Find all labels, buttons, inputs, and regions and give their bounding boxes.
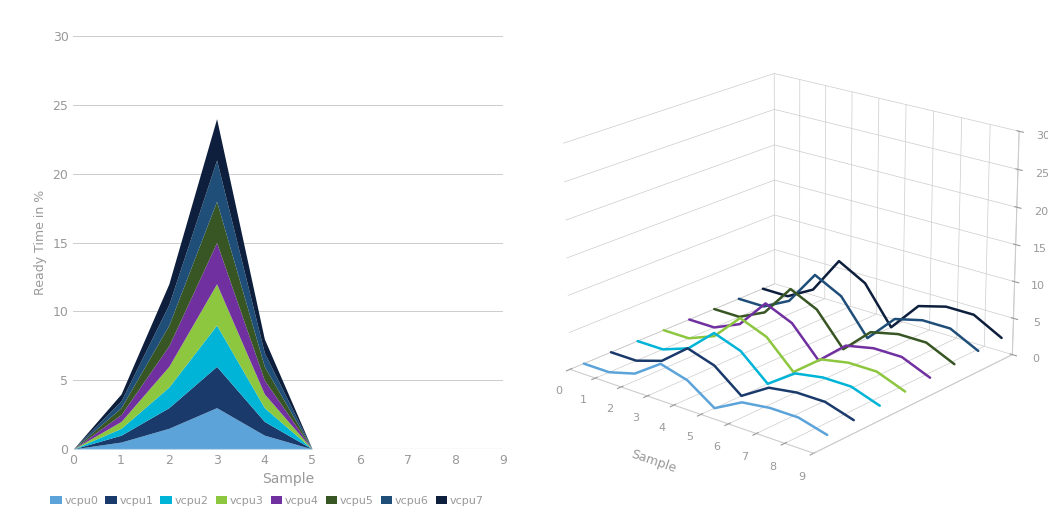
X-axis label: Sample: Sample bbox=[629, 447, 678, 475]
Legend: vcpu0, vcpu1, vcpu2, vcpu3, vcpu4, vcpu5, vcpu6, vcpu7: vcpu0, vcpu1, vcpu2, vcpu3, vcpu4, vcpu5… bbox=[46, 491, 488, 510]
X-axis label: Sample: Sample bbox=[262, 472, 314, 487]
Y-axis label: Ready Time in %: Ready Time in % bbox=[35, 190, 47, 295]
